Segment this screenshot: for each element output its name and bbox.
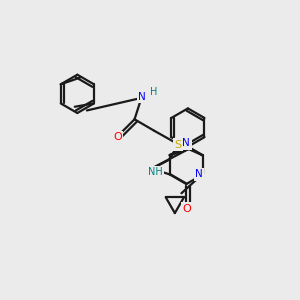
Text: H: H	[150, 87, 157, 97]
Text: N: N	[195, 169, 203, 179]
Text: O: O	[113, 133, 122, 142]
Text: N: N	[138, 92, 146, 102]
Text: O: O	[182, 204, 191, 214]
Text: NH: NH	[148, 167, 163, 178]
Text: N: N	[182, 138, 190, 148]
Text: S: S	[175, 140, 182, 150]
